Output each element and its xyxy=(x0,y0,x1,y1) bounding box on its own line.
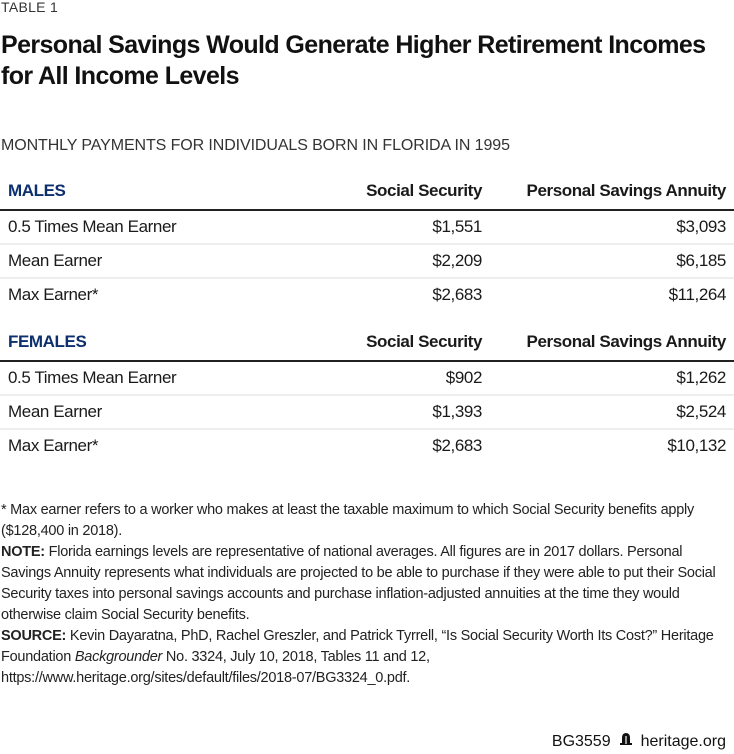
note-text: Florida earnings levels are representati… xyxy=(1,544,716,623)
column-header: Personal Savings Annuity xyxy=(490,324,734,362)
table-row: Mean Earner $2,209 $6,185 xyxy=(0,244,734,279)
table-subtitle: MONTHLY PAYMENTS FOR INDIVIDUALS BORN IN… xyxy=(1,137,510,154)
source-text: Kevin Dayaratna, PhD, Rachel Greszler, a… xyxy=(1,628,714,665)
table-notes: * Max earner refers to a worker who make… xyxy=(1,500,725,689)
source-label: SOURCE: xyxy=(1,628,67,644)
table-row: Mean Earner $1,393 $2,524 xyxy=(0,395,734,430)
cell: $2,209 xyxy=(274,244,490,279)
males-table: MALES Social Security Personal Savings A… xyxy=(0,173,734,311)
cell: $1,393 xyxy=(274,395,490,430)
females-table: FEMALES Social Security Personal Savings… xyxy=(0,324,734,462)
row-label: Mean Earner xyxy=(0,395,274,430)
cell: $3,093 xyxy=(490,210,734,245)
cell: $2,683 xyxy=(432,285,482,304)
row-label: 0.5 Times Mean Earner xyxy=(0,361,274,396)
group-header: FEMALES xyxy=(0,324,274,362)
column-header: Social Security xyxy=(274,173,490,211)
site-link[interactable]: heritage.org xyxy=(640,732,726,750)
group-header: MALES xyxy=(0,173,274,211)
table-row: Max Earner* $2,683 $10,132 xyxy=(0,429,734,462)
report-code: BG3559 xyxy=(551,732,611,750)
row-label: 0.5 Times Mean Earner xyxy=(0,210,274,245)
row-label: Max Earner* xyxy=(8,285,99,304)
table-label: TABLE 1 xyxy=(1,0,59,15)
cell: $902 xyxy=(274,361,490,396)
note: NOTE: Florida earnings levels are repres… xyxy=(1,542,725,626)
column-header: Personal Savings Annuity xyxy=(490,173,734,211)
source-publication: Backgrounder xyxy=(74,649,163,665)
source: SOURCE: Kevin Dayaratna, PhD, Rachel Gre… xyxy=(1,626,725,689)
column-header: Social Security xyxy=(274,324,490,362)
cell: $1,262 xyxy=(490,361,734,396)
page-title: Personal Savings Would Generate Higher R… xyxy=(1,31,706,90)
row-label: Max Earner* xyxy=(8,436,99,455)
note-label: NOTE: xyxy=(1,544,45,560)
row-label: Mean Earner xyxy=(0,244,274,279)
footnote: * Max earner refers to a worker who make… xyxy=(1,502,694,539)
table-row: 0.5 Times Mean Earner $1,551 $3,093 xyxy=(0,210,734,245)
table-row: 0.5 Times Mean Earner $902 $1,262 xyxy=(0,361,734,396)
cell: $10,132 xyxy=(667,436,726,455)
cell: $1,551 xyxy=(274,210,490,245)
cell: $2,683 xyxy=(432,436,482,455)
cell: $6,185 xyxy=(490,244,734,279)
cell: $2,524 xyxy=(490,395,734,430)
source-text: No. 3324, July 10, 2018, Tables 11 and 1… xyxy=(1,649,430,686)
table-row: Max Earner* $2,683 $11,264 xyxy=(0,278,734,311)
liberty-bell-icon xyxy=(619,732,633,751)
cell: $11,264 xyxy=(668,285,727,304)
footer: BG3559 heritage.org xyxy=(552,732,726,751)
